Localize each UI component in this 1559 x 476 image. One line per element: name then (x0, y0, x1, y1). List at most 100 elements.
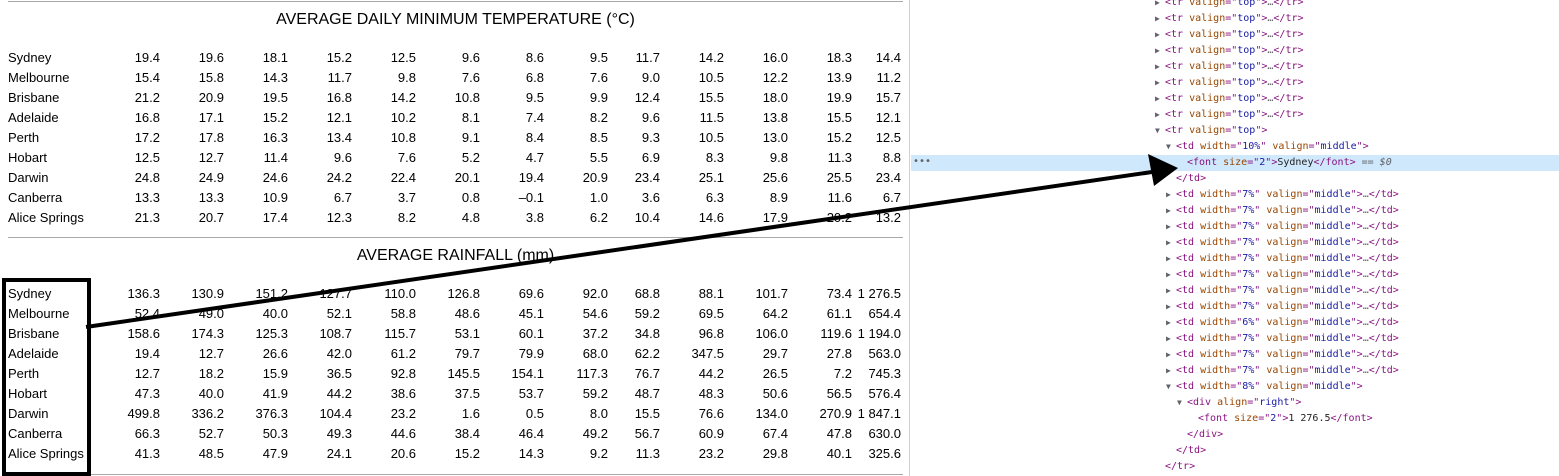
dom-node-line[interactable]: ▶ <td width="7%" valign="middle">…</td> (911, 219, 1559, 235)
devtools-elements-panel[interactable]: ▶ <tr valign="top">…</tr> ▶ <tr valign="top… (911, 0, 1559, 476)
expand-triangle-icon[interactable]: ▶ (1155, 110, 1160, 119)
more-options-icon[interactable]: ••• (913, 156, 932, 167)
expand-triangle-icon[interactable]: ▶ (1166, 222, 1171, 231)
dom-node-line[interactable]: ▶ <td width="7%" valign="middle">…</td> (911, 187, 1559, 203)
expand-triangle-icon[interactable]: ▶ (1166, 238, 1171, 247)
dom-node-line[interactable]: ▶ <td width="7%" valign="middle">…</td> (911, 267, 1559, 283)
dom-token-tag: "> (1350, 333, 1363, 344)
dom-token-attr: valign (1266, 237, 1303, 248)
dom-token-tag: <td (1176, 285, 1201, 296)
dom-node-line[interactable]: <font size="2">1 276.5</font> (911, 411, 1559, 427)
dom-node-line[interactable]: ▶ <tr valign="top">…</tr> (911, 91, 1559, 107)
month-value-cell: 336.2 (191, 406, 224, 421)
collapse-triangle-icon[interactable]: ▼ (1177, 398, 1182, 407)
expand-triangle-icon[interactable]: ▶ (1155, 46, 1160, 55)
expand-triangle-icon[interactable]: ▶ (1166, 286, 1171, 295)
expand-triangle-icon[interactable]: ▶ (1166, 270, 1171, 279)
month-value-cell: 44.2 (326, 386, 352, 401)
annual-value-cell: 11.2 (876, 70, 901, 85)
dom-node-line[interactable]: ▶ <td width="7%" valign="middle">…</td> (911, 251, 1559, 267)
month-value-cell: 8.1 (461, 110, 480, 125)
dom-token-tag: =" (1230, 141, 1243, 152)
dom-node-line[interactable]: </tr> (911, 459, 1559, 475)
dom-token-tag: "> (1350, 253, 1363, 264)
web-page-pane: AVERAGE DAILY MINIMUM TEMPERATURE (°C) S… (8, 0, 910, 476)
month-value-cell: 44.2 (698, 366, 724, 381)
expand-triangle-icon[interactable]: ▶ (1155, 30, 1160, 39)
city-name: Darwin (8, 406, 49, 421)
dom-node-line[interactable]: ▶ <tr valign="top">…</tr> (911, 0, 1559, 11)
month-value-cell: 14.3 (518, 446, 544, 461)
month-value-cell: 54.6 (582, 306, 608, 321)
dom-node-line[interactable]: ▶ <tr valign="top">…</tr> (911, 59, 1559, 75)
dom-token-attr: width (1200, 205, 1231, 216)
expand-triangle-icon[interactable]: ▶ (1166, 206, 1171, 215)
month-value-cell: 56.7 (634, 426, 660, 441)
annual-value-cell: 654.4 (868, 306, 901, 321)
dom-token-aval: 7% (1242, 365, 1255, 376)
dom-node-line[interactable]: ▶ <tr valign="top">…</tr> (911, 75, 1559, 91)
dom-token-tag: "> (1276, 413, 1289, 424)
expand-triangle-icon[interactable]: ▶ (1166, 318, 1171, 327)
expand-triangle-icon[interactable]: ▶ (1155, 62, 1160, 71)
collapse-triangle-icon[interactable]: ▼ (1155, 126, 1160, 135)
expand-triangle-icon[interactable]: ▶ (1155, 94, 1160, 103)
annual-value-cell: 12.5 (875, 130, 901, 145)
dom-token-tag: "> (1255, 93, 1268, 104)
dom-node-line[interactable]: ▶ <tr valign="top">…</tr> (911, 27, 1559, 43)
dom-node-line[interactable]: </td> (911, 171, 1559, 187)
expand-triangle-icon[interactable]: ▶ (1155, 14, 1160, 23)
annual-value-cell: 14.4 (875, 50, 901, 65)
expand-triangle-icon[interactable]: ▶ (1155, 0, 1160, 7)
dom-node-line[interactable]: </div> (911, 427, 1559, 443)
expand-triangle-icon[interactable]: ▶ (1166, 302, 1171, 311)
dom-node-line[interactable]: ▼ <tr valign="top"> (911, 123, 1559, 139)
month-value-cell: 9.3 (641, 130, 660, 145)
dom-node-line[interactable]: </td> (911, 443, 1559, 459)
dom-token-aval: 7% (1242, 189, 1255, 200)
month-value-cell: 12.4 (634, 90, 660, 105)
dom-token-tag: " (1254, 381, 1267, 392)
dom-token-tag: "> (1265, 157, 1278, 168)
dom-node-line[interactable]: ▶ <td width="7%" valign="middle">…</td> (911, 299, 1559, 315)
month-value-cell: 37.5 (454, 386, 480, 401)
month-value-cell: 24.6 (262, 170, 288, 185)
dom-token-txt: Sydney (1277, 157, 1314, 168)
dom-node-line[interactable]: ▶ <tr valign="top">…</tr> (911, 11, 1559, 27)
dom-token-tag: =" (1302, 205, 1315, 216)
month-value-cell: 60.9 (698, 426, 724, 441)
dom-node-line[interactable]: ▶ <td width="7%" valign="middle">…</td> (911, 283, 1559, 299)
dom-node-line[interactable]: ▼ <td width="10%" valign="middle"> (911, 139, 1559, 155)
dom-token-tag: =" (1302, 189, 1315, 200)
dom-token-tag: =" (1302, 333, 1315, 344)
dom-node-line[interactable]: ▼ <div align="right"> (911, 395, 1559, 411)
expand-triangle-icon[interactable]: ▶ (1166, 366, 1171, 375)
month-value-cell: 62.2 (634, 346, 660, 361)
month-value-cell: 9.2 (589, 446, 608, 461)
city-name: Alice Springs (8, 446, 84, 461)
dom-token-tag: </tr> (1273, 93, 1304, 104)
dom-node-line[interactable]: ▶ <tr valign="top">…</tr> (911, 43, 1559, 59)
dom-node-line[interactable]: ▶ <td width="7%" valign="middle">…</td> (911, 203, 1559, 219)
month-value-cell: 17.8 (198, 130, 224, 145)
expand-triangle-icon[interactable]: ▶ (1166, 254, 1171, 263)
month-value-cell: 10.4 (634, 210, 660, 225)
dom-node-line[interactable]: ▼ <td width="8%" valign="middle"> (911, 379, 1559, 395)
month-value-cell: 24.1 (326, 446, 352, 461)
collapse-triangle-icon[interactable]: ▼ (1166, 382, 1171, 391)
expand-triangle-icon[interactable]: ▶ (1155, 78, 1160, 87)
month-value-cell: 6.8 (525, 70, 544, 85)
expand-triangle-icon[interactable]: ▶ (1166, 190, 1171, 199)
month-value-cell: 25.5 (826, 170, 852, 185)
dom-node-line[interactable]: ▶ <tr valign="top">…</tr> (911, 107, 1559, 123)
expand-triangle-icon[interactable]: ▶ (1166, 334, 1171, 343)
collapse-triangle-icon[interactable]: ▼ (1166, 142, 1171, 151)
expand-triangle-icon[interactable]: ▶ (1166, 350, 1171, 359)
dom-node-line[interactable]: ▶ <td width="7%" valign="middle">…</td> (911, 331, 1559, 347)
dom-node-line[interactable]: ▶ <td width="7%" valign="middle">…</td> (911, 235, 1559, 251)
dom-node-line[interactable]: ▶ <td width="7%" valign="middle">…</td> (911, 347, 1559, 363)
dom-node-line[interactable]: ▶ <td width="7%" valign="middle">…</td> (911, 363, 1559, 379)
dom-token-tag: </tr> (1273, 45, 1304, 56)
selected-dom-node[interactable]: <font size="2">Sydney</font> == $0 (911, 155, 1559, 171)
dom-node-line[interactable]: ▶ <td width="6%" valign="middle">…</td> (911, 315, 1559, 331)
